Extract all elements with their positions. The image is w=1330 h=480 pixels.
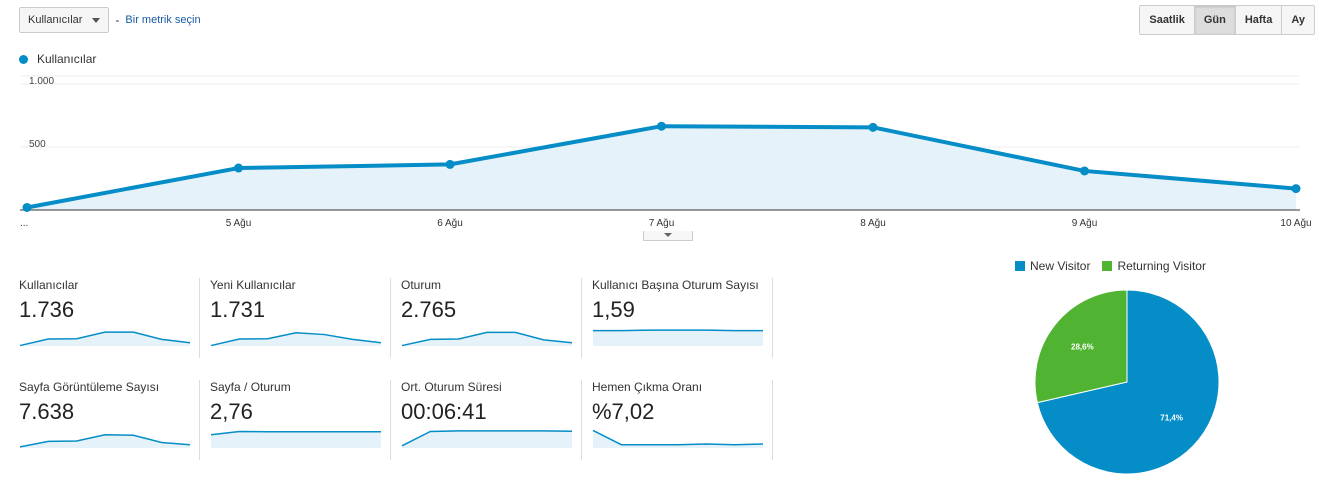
tile-divider [772,278,773,358]
series-dot-icon [19,55,28,64]
metric-name: Kullanıcılar [19,278,191,292]
tile-divider [199,278,200,358]
metric-name: Oturum [401,278,573,292]
metric-value: 1,59 [592,297,764,323]
metric-sparkline [401,424,573,450]
metric-name: Kullanıcı Başına Oturum Sayısı [592,278,764,292]
metric-sparkline [592,322,764,348]
tile-divider [772,380,773,460]
metric-separator: - [115,13,119,27]
metric-tile[interactable]: Hemen Çıkma Oranı %7,02 [592,380,764,472]
sparkline-area [593,330,763,346]
sparkline-area [402,332,572,346]
metric-value: 2,76 [210,399,382,425]
metric-sparkline [401,322,573,348]
users-line-chart: 1.000 500... 5 Ağu 6 Ağu 7 Ağu 8 Ağu 9 Ağu 10 A… [0,70,1330,230]
metric-sparkline [592,424,764,450]
data-point[interactable] [234,164,243,173]
add-metric-link[interactable]: Bir metrik seçin [125,14,200,26]
metric-name: Yeni Kullanıcılar [210,278,382,292]
new-visitor-swatch-icon [1015,261,1025,271]
period-button-week[interactable]: Hafta [1235,6,1282,34]
metric-tile[interactable]: Sayfa Görüntüleme Sayısı 7.638 [19,380,191,472]
data-point[interactable] [869,123,878,132]
visitor-type-pie-chart: 71,4% 28,6% [1030,285,1225,480]
metric-sparkline [19,322,191,348]
data-point[interactable] [657,122,666,131]
tile-divider [581,380,582,460]
metric-dropdown[interactable]: Kullanıcılar [19,7,109,33]
collapse-chart-toggle[interactable] [643,231,693,241]
data-point[interactable] [1292,184,1301,193]
period-button-day[interactable]: Gün [1194,6,1235,34]
pie-legend-item[interactable]: New Visitor [1015,259,1090,273]
x-tick-label: 6 Ağu [437,218,463,229]
pie-legend-item[interactable]: Returning Visitor [1102,259,1206,273]
metric-value: 00:06:41 [401,399,573,425]
metric-dropdown-label: Kullanıcılar [28,14,82,26]
series-area [27,126,1296,210]
period-selector: Saatlik Gün Hafta Ay [1139,5,1315,35]
x-tick-label: 5 Ağu [226,218,252,229]
metric-tile[interactable]: Sayfa / Oturum 2,76 [210,380,382,472]
metric-tile[interactable]: Kullanıcı Başına Oturum Sayısı 1,59 [592,278,764,370]
metric-name: Sayfa Görüntüleme Sayısı [19,380,191,394]
pie-legend-label: New Visitor [1030,259,1090,273]
chevron-down-icon [92,18,100,23]
period-button-hourly[interactable]: Saatlik [1140,6,1193,34]
metric-value: 1.731 [210,297,382,323]
metric-name: Ort. Oturum Süresi [401,380,573,394]
y-tick-label: 500 [29,139,46,150]
data-point[interactable] [23,203,32,212]
sparkline-line [593,430,763,444]
metric-name: Hemen Çıkma Oranı [592,380,764,394]
period-button-month[interactable]: Ay [1281,6,1314,34]
data-point[interactable] [1080,166,1089,175]
metric-tile[interactable]: Oturum 2.765 [401,278,573,370]
metric-value: %7,02 [592,399,764,425]
sparkline-area [211,432,381,449]
y-tick-label: 1.000 [29,76,54,87]
tile-divider [581,278,582,358]
x-tick-label: ... [20,218,28,229]
x-tick-label: 9 Ağu [1072,218,1098,229]
tile-divider [390,380,391,460]
metric-tile[interactable]: Ort. Oturum Süresi 00:06:41 [401,380,573,472]
returning-visitor-swatch-icon [1102,261,1112,271]
pie-slice-label: 28,6% [1071,342,1094,351]
metric-sparkline [210,424,382,450]
data-point[interactable] [446,160,455,169]
pie-slice-label: 71,4% [1160,414,1183,423]
metric-sparkline [19,424,191,450]
metric-tile[interactable]: Kullanıcılar 1.736 [19,278,191,370]
metric-tile[interactable]: Yeni Kullanıcılar 1.731 [210,278,382,370]
metric-sparkline [210,322,382,348]
pie-legend: New Visitor Returning Visitor [1015,259,1218,273]
tile-divider [390,278,391,358]
chart-toolbar: Kullanıcılar - Bir metrik seçin [19,6,201,34]
metric-value: 2.765 [401,297,573,323]
series-legend-label: Kullanıcılar [37,52,96,66]
x-tick-label: 7 Ağu [649,218,675,229]
pie-legend-label: Returning Visitor [1117,259,1206,273]
tile-divider [199,380,200,460]
metric-name: Sayfa / Oturum [210,380,382,394]
metric-value: 7.638 [19,399,191,425]
x-tick-label: 8 Ağu [860,218,886,229]
x-tick-label: 10 Ağu [1280,218,1311,229]
metric-value: 1.736 [19,297,191,323]
main-chart-legend: Kullanıcılar [19,52,96,66]
